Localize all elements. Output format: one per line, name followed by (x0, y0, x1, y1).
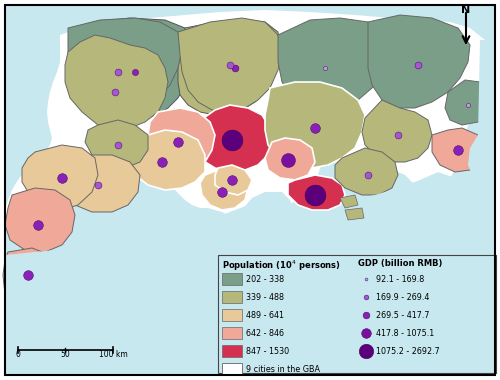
Text: 92.1 - 169.8: 92.1 - 169.8 (376, 274, 424, 283)
Polygon shape (278, 18, 388, 110)
Bar (222, 291, 242, 303)
Bar (222, 327, 242, 339)
Polygon shape (178, 20, 280, 115)
Text: 847 - 1530: 847 - 1530 (246, 347, 289, 356)
Polygon shape (5, 5, 495, 375)
Bar (222, 273, 242, 285)
Text: 269.5 - 417.7: 269.5 - 417.7 (376, 310, 430, 320)
Polygon shape (178, 18, 282, 112)
Polygon shape (193, 105, 272, 172)
Polygon shape (58, 155, 140, 212)
Polygon shape (362, 100, 432, 162)
Polygon shape (5, 10, 490, 235)
Text: Population (10$^4$ persons): Population (10$^4$ persons) (222, 259, 341, 273)
Text: 169.9 - 269.4: 169.9 - 269.4 (376, 293, 430, 301)
Text: 417.8 - 1075.1: 417.8 - 1075.1 (376, 328, 434, 337)
Bar (222, 345, 242, 357)
Text: 489 - 641: 489 - 641 (246, 310, 284, 320)
Polygon shape (468, 40, 495, 200)
Polygon shape (68, 18, 182, 112)
Polygon shape (265, 82, 365, 168)
Bar (222, 363, 242, 375)
Text: GDP (billion RMB): GDP (billion RMB) (358, 259, 442, 268)
Text: 0: 0 (16, 350, 20, 359)
Polygon shape (22, 145, 98, 210)
Polygon shape (432, 128, 485, 172)
Polygon shape (242, 192, 295, 225)
Polygon shape (345, 208, 364, 220)
Polygon shape (75, 18, 195, 118)
Polygon shape (148, 108, 215, 170)
Polygon shape (445, 80, 490, 125)
Polygon shape (215, 165, 252, 195)
Polygon shape (128, 130, 205, 190)
Polygon shape (200, 170, 248, 210)
Text: 339 - 488: 339 - 488 (246, 293, 284, 301)
Polygon shape (288, 175, 345, 210)
Text: 100 km: 100 km (98, 350, 128, 359)
Polygon shape (340, 195, 358, 208)
Bar (222, 309, 242, 321)
Polygon shape (368, 15, 470, 108)
Text: 202 - 338: 202 - 338 (246, 274, 284, 283)
Polygon shape (265, 138, 315, 180)
Polygon shape (65, 35, 168, 130)
Polygon shape (5, 188, 75, 252)
Text: N: N (462, 5, 470, 15)
Polygon shape (85, 120, 148, 168)
Polygon shape (3, 248, 58, 305)
Text: 9 cities in the GBA: 9 cities in the GBA (246, 364, 320, 374)
Text: 1075.2 - 2692.7: 1075.2 - 2692.7 (376, 347, 440, 356)
Text: 50: 50 (60, 350, 70, 359)
Text: 642 - 846: 642 - 846 (246, 328, 284, 337)
Bar (218, 255, 496, 373)
Polygon shape (335, 148, 398, 195)
Polygon shape (5, 168, 490, 375)
